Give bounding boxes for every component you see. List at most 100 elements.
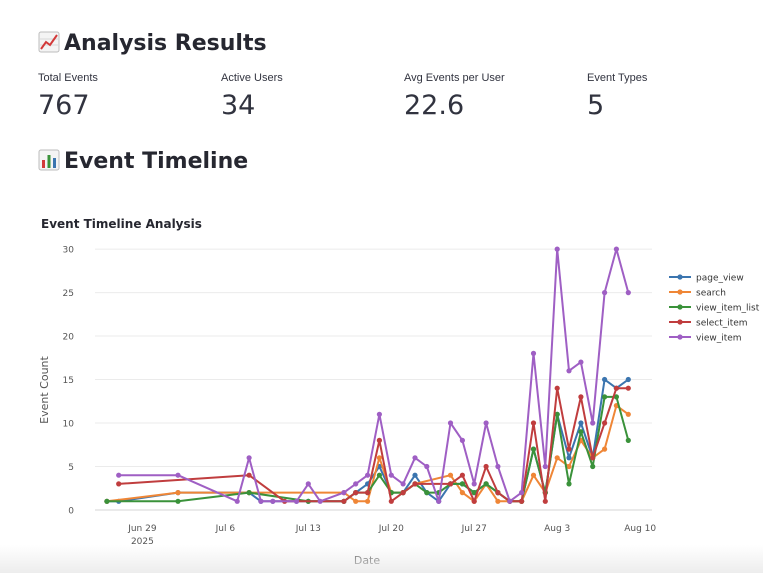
metric-avg-events-per-user: Avg Events per User 22.6 [404,72,505,121]
data-point-select-item [116,481,122,487]
data-point-view-item-list [376,472,382,478]
data-point-view-item [293,498,300,504]
data-point-view-item-list [424,490,430,496]
data-point-view-item-list [613,394,620,400]
y-tick-label: 15 [63,376,74,386]
series-line-view-item [118,248,630,503]
metric-active-users: Active Users 34 [221,72,283,121]
data-point-search [530,472,537,478]
metric-label: Avg Events per User [404,72,505,84]
legend-label: search [696,289,726,299]
x-axis-title: Date [354,554,381,567]
data-point-select-item [602,420,608,426]
legend-item-view-item[interactable]: view_item [669,334,742,344]
metric-event-types: Event Types 5 [587,72,647,121]
data-point-view-item [613,246,620,252]
data-point-view-item [507,498,513,504]
data-point-view-item-list [459,481,465,487]
legend-item-page-view[interactable]: page_view [669,274,744,284]
data-point-view-item [459,437,465,443]
data-point-search [376,455,382,461]
data-point-view-item [317,498,323,504]
data-point-select-item [459,472,465,478]
data-point-search [554,455,560,461]
data-point-view-item [447,420,454,426]
data-point-view-item-list [625,437,631,443]
data-point-view-item-list [246,490,252,496]
data-point-view-item [495,463,501,470]
data-point-view-item [246,455,252,461]
legend-label: view_item [696,334,742,344]
metric-value: 767 [38,90,90,121]
legend-swatch-marker [677,289,683,295]
x-tick-label: Jul 20 [378,524,404,534]
data-point-view-item-list [578,429,584,435]
data-point-page-view [566,455,572,461]
y-tick-label: 25 [63,289,74,299]
event-timeline-chart[interactable]: Event Timeline Analysis 051015202530Jun … [0,200,763,573]
data-point-view-item [602,290,608,296]
data-point-view-item [412,455,418,461]
data-point-search [625,411,631,417]
data-point-view-item [341,490,347,496]
event-timeline-heading: Event Timeline [38,149,248,177]
data-point-view-item-list [104,498,110,504]
data-point-view-item [578,359,584,365]
data-point-view-item [305,481,311,487]
data-point-view-item [625,290,631,296]
data-point-view-item [471,481,477,487]
data-point-view-item [566,368,572,374]
y-axis-title: Event Count [38,355,51,423]
data-point-view-item [234,498,240,504]
data-point-view-item [258,498,264,504]
data-point-view-item [590,420,596,426]
chart-increasing-icon [38,31,60,59]
data-point-select-item [246,472,252,478]
data-point-view-item [519,490,525,496]
data-point-select-item [625,385,631,391]
bar-chart-icon [38,149,60,177]
data-point-select-item [554,385,560,391]
metric-value: 22.6 [404,90,465,121]
data-point-page-view [578,420,584,426]
data-point-select-item [495,490,501,496]
data-point-page-view [412,472,418,478]
data-point-select-item [412,481,418,487]
metric-label: Total Events [38,72,98,84]
analysis-results-title: Analysis Results [64,31,267,56]
metric-label: Active Users [221,72,283,84]
metric-total-events: Total Events 767 [38,72,98,121]
data-point-view-item [530,350,537,356]
y-tick-label: 20 [63,333,75,343]
data-point-search [353,498,359,504]
x-tick-label: Jul 6 [215,524,236,534]
data-point-select-item [365,490,371,496]
x-tick-label: Jul 27 [461,524,487,534]
legend-label: select_item [696,319,748,329]
data-point-select-item [376,437,382,443]
data-point-view-item-list [566,481,572,487]
y-tick-label: 10 [63,420,75,430]
chart-title: Event Timeline Analysis [41,217,202,231]
data-point-select-item [471,498,477,504]
y-tick-label: 5 [68,463,74,473]
data-point-view-item-list [175,498,181,504]
data-point-search [365,498,371,504]
event-timeline-title: Event Timeline [64,149,249,174]
data-point-select-item [613,385,620,391]
data-point-select-item [519,498,525,504]
data-point-select-item [400,490,406,496]
data-point-search [447,472,454,478]
data-point-select-item [530,420,537,426]
legend-item-search[interactable]: search [669,289,726,299]
legend-swatch-marker [677,319,683,325]
data-point-search [175,490,181,496]
legend-label: view_item_list [696,304,760,314]
legend-item-view-item-list[interactable]: view_item_list [669,304,760,314]
legend-item-select-item[interactable]: select_item [669,319,748,329]
data-point-view-item-list [602,394,608,400]
data-point-view-item [376,411,382,417]
y-tick-label: 30 [63,246,75,256]
data-point-select-item [447,481,454,487]
data-point-view-item [365,472,371,478]
